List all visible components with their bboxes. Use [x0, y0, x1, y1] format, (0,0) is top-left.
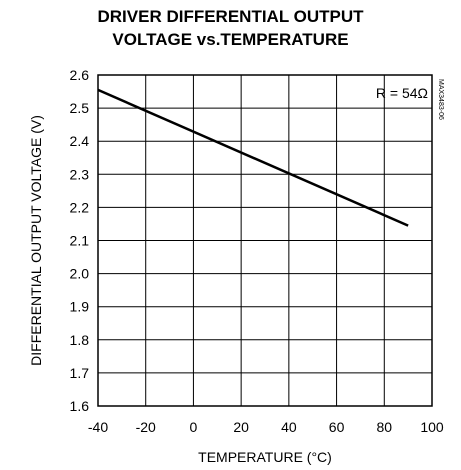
grid: [97, 74, 433, 407]
chart-title-line1: DRIVER DIFFERENTIAL OUTPUT: [97, 7, 364, 26]
y-tick-label: 1.9: [70, 299, 90, 315]
y-tick-label: 2.1: [70, 233, 90, 249]
y-tick-label: 2.2: [70, 199, 90, 215]
x-tick-label: 100: [420, 419, 444, 435]
x-tick-labels: -40 -20 0 20 40 60 80 100: [88, 419, 444, 435]
resistance-annotation: R = 54Ω: [376, 85, 428, 101]
y-tick-label: 2.4: [70, 133, 90, 149]
x-tick-label: 60: [329, 419, 345, 435]
x-tick-label: -40: [88, 419, 108, 435]
x-tick-label: 20: [233, 419, 249, 435]
series-line: [97, 88, 409, 227]
y-tick-label: 1.7: [70, 365, 90, 381]
x-axis-label: TEMPERATURE (°C): [198, 449, 332, 465]
y-tick-label: 2.3: [70, 166, 90, 182]
x-tick-label: 80: [376, 419, 392, 435]
series-group: [97, 88, 409, 227]
y-tick-label: 2.5: [70, 100, 90, 116]
y-axis-label: DIFFERENTIAL OUTPUT VOLTAGE (V): [28, 115, 44, 366]
y-tick-label: 1.8: [70, 332, 90, 348]
y-tick-label: 2.6: [70, 67, 90, 83]
y-tick-labels: 2.6 2.5 2.4 2.3 2.2 2.1 2.0 1.9 1.8 1.7 1.6: [70, 67, 90, 414]
x-tick-label: 40: [281, 419, 297, 435]
chart-title-line2: VOLTAGE vs.TEMPERATURE: [112, 30, 349, 49]
x-tick-label: -20: [136, 419, 156, 435]
plot-frame: [97, 74, 433, 407]
x-tick-label: 0: [190, 419, 198, 435]
part-number: MAX3483-06: [437, 79, 444, 120]
y-tick-label: 2.0: [70, 266, 90, 282]
y-tick-label: 1.6: [70, 398, 90, 414]
